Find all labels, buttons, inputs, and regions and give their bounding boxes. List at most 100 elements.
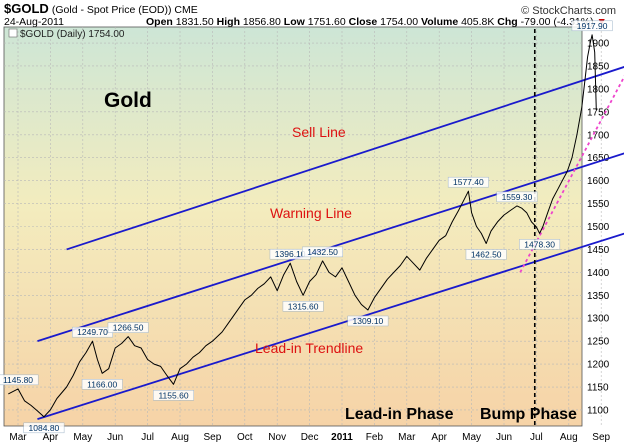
point-label-box: [23, 422, 65, 434]
y-tick-label: 1850: [587, 61, 610, 72]
annotation-leadin-phase: Lead-in Phase: [345, 406, 454, 423]
point-label: 1084.80: [29, 423, 60, 433]
annotation-leadin-trendline: Lead-in Trendline: [255, 340, 363, 356]
y-tick-label: 1400: [587, 268, 610, 279]
y-tick-label: 1750: [587, 107, 610, 118]
trendline: [37, 152, 624, 343]
x-tick-label: May: [73, 432, 92, 443]
bump-trendline: [519, 75, 624, 273]
x-tick-label: Dec: [301, 432, 319, 443]
y-tick-label: 1150: [587, 383, 609, 394]
low-label: Low: [283, 16, 305, 28]
point-label: 1166.00: [87, 379, 117, 389]
annotation-bump-phase: Bump Phase: [480, 406, 577, 423]
y-tick-label: 1200: [587, 360, 610, 371]
x-tick-label: Jul: [141, 432, 154, 443]
y-tick-label: 1100: [587, 405, 609, 416]
y-tick-label: 1350: [587, 291, 610, 302]
point-label-box: [282, 301, 324, 312]
legend-swatch: [8, 28, 18, 38]
price-line: [8, 34, 597, 418]
x-tick-label: Mar: [398, 432, 416, 443]
x-tick-label: Sep: [592, 432, 610, 443]
legend-label: $GOLD (Daily) 1754.00: [20, 29, 125, 40]
annotation-sell-line: Sell Line: [292, 124, 346, 140]
y-tick-label: 1250: [587, 337, 610, 348]
x-tick-label: Oct: [237, 432, 253, 443]
point-label: 1145.80: [3, 375, 33, 385]
y-tick-label: 1500: [587, 222, 610, 233]
x-tick-label: Mar: [9, 432, 27, 443]
point-label-box: [465, 249, 507, 260]
point-label: 1478.30: [524, 239, 555, 249]
header-stats: Open 1831.50 High 1856.80 Low 1751.60 Cl…: [146, 16, 607, 28]
y-tick-label: 1450: [587, 245, 610, 256]
volume-value: 405.8K: [461, 16, 495, 28]
x-tick-label: Jun: [107, 432, 123, 443]
header-title: $GOLD (Gold - Spot Price (EOD)) CME: [4, 1, 198, 16]
high-value: 1856.80: [242, 16, 281, 28]
point-label: 1266.50: [113, 323, 144, 333]
point-label-box: [347, 315, 389, 327]
x-tick-label: Jun: [496, 432, 512, 443]
point-label-box: [519, 239, 561, 250]
point-label: 1577.40: [453, 177, 484, 187]
trendlines: [37, 29, 624, 426]
x-tick-label: Sep: [204, 432, 222, 443]
x-tick-label: May: [462, 432, 481, 443]
y-tick-label: 1900: [587, 39, 610, 50]
trendline: [66, 66, 624, 251]
y-tick-label: 1700: [587, 130, 610, 141]
point-label-box: [571, 20, 613, 32]
close-label: Close: [348, 16, 378, 28]
annotation-title: Gold: [104, 89, 152, 112]
high-label: High: [216, 16, 240, 28]
close-value: 1754.00: [380, 16, 419, 28]
y-tick-label: 1600: [587, 176, 610, 187]
header-date: 24-Aug-2011: [4, 16, 64, 28]
point-label-box: [107, 322, 149, 333]
symbol: $GOLD: [4, 1, 49, 16]
point-labels: 1145.80 1084.80 1249.70 1166.00 1266.50 1155.…: [0, 20, 613, 434]
symbol-description: (Gold - Spot Price (EOD)) CME: [51, 4, 198, 16]
point-label: 1432.50: [307, 247, 338, 257]
point-label: 1559.30: [502, 192, 533, 202]
x-tick-label: Aug: [560, 432, 578, 443]
x-tick-label: Apr: [431, 432, 447, 443]
y-axis: 1100 1150 1200 1250 1300 1350 1400 1450 1500 1550…: [587, 39, 610, 417]
point-label: 1249.70: [77, 327, 108, 337]
x-tick-label: Nov: [268, 432, 286, 443]
x-axis: Mar Apr May Jun Jul Aug Sep Oct Nov Dec 2011 Feb Mar…: [9, 432, 610, 443]
annotation-warning-line: Warning Line: [270, 205, 352, 221]
x-tick-label: 2011: [331, 432, 353, 443]
y-tick-label: 1550: [587, 199, 610, 210]
point-label: 1462.50: [471, 249, 502, 259]
point-label-box: [153, 390, 194, 401]
volume-label: Volume: [421, 16, 459, 28]
y-tick-label: 1650: [587, 153, 610, 164]
y-tick-label: 1800: [587, 84, 610, 95]
point-label: 1155.60: [158, 390, 188, 400]
x-tick-label: Aug: [171, 432, 189, 443]
low-value: 1751.60: [307, 16, 346, 28]
y-tick-label: 1300: [587, 314, 610, 325]
point-label-box: [0, 374, 39, 386]
open-value: 1831.50: [175, 16, 214, 28]
brand-watermark: © StockCharts.com: [521, 5, 616, 17]
point-label: 1309.10: [353, 316, 384, 326]
open-label: Open: [146, 16, 173, 28]
point-label-box: [81, 379, 123, 390]
point-label: 1917.90: [577, 21, 608, 31]
x-tick-label: Apr: [43, 432, 59, 443]
trendline: [37, 232, 624, 420]
x-tick-label: Feb: [366, 432, 384, 443]
point-label-box: [496, 191, 538, 203]
point-label-box: [302, 246, 344, 258]
chg-label: Chg: [497, 16, 518, 28]
point-label: 1396.10: [275, 249, 306, 259]
x-tick-label: Jul: [530, 432, 543, 443]
point-label: 1315.60: [288, 301, 319, 311]
point-label-box: [447, 176, 489, 188]
price-series: [8, 34, 597, 418]
